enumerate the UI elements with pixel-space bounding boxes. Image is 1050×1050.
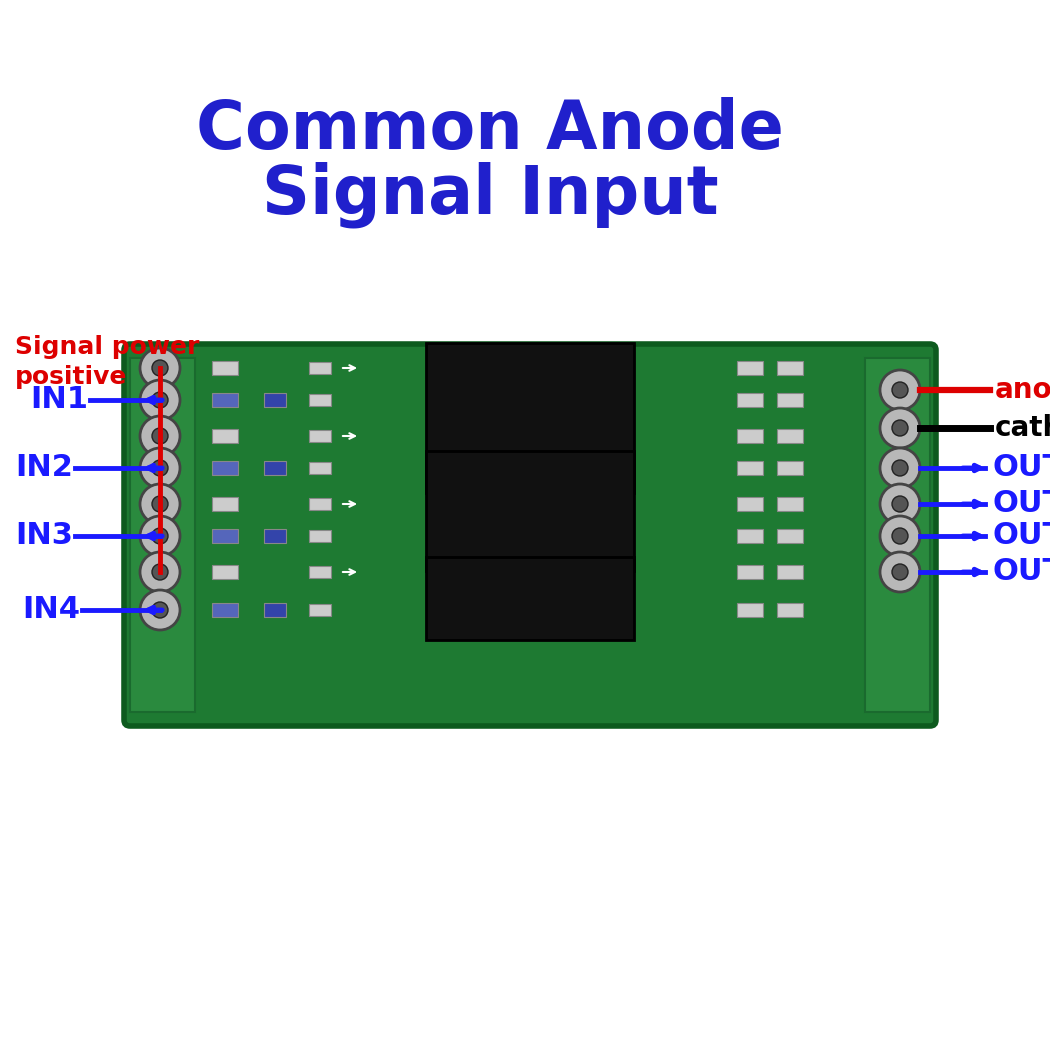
Bar (309, 462, 331, 474)
Circle shape (892, 420, 908, 436)
Bar (865, 358, 930, 712)
Circle shape (892, 564, 908, 580)
Circle shape (140, 590, 180, 630)
Circle shape (140, 484, 180, 524)
Circle shape (152, 564, 168, 580)
Bar (737, 603, 763, 617)
FancyBboxPatch shape (124, 344, 936, 726)
Circle shape (140, 348, 180, 388)
Text: IN2: IN2 (15, 454, 72, 483)
Text: OUT3: OUT3 (992, 522, 1050, 550)
Bar (212, 361, 238, 375)
Circle shape (140, 416, 180, 456)
Circle shape (152, 528, 168, 544)
Bar (777, 429, 803, 443)
Bar (777, 361, 803, 375)
Bar (777, 603, 803, 617)
Text: cathode: cathode (995, 414, 1050, 442)
Bar (777, 529, 803, 543)
Circle shape (892, 528, 908, 544)
Text: Signal Input: Signal Input (261, 162, 718, 228)
Bar (309, 362, 331, 374)
Text: anode: anode (995, 376, 1050, 404)
Bar (212, 461, 238, 475)
Text: Common Anode: Common Anode (196, 97, 784, 163)
Bar (737, 393, 763, 407)
Bar (309, 498, 331, 510)
Bar (777, 565, 803, 579)
Circle shape (152, 360, 168, 376)
Circle shape (140, 516, 180, 556)
Circle shape (892, 382, 908, 398)
Circle shape (892, 460, 908, 476)
Bar (737, 429, 763, 443)
Circle shape (880, 484, 920, 524)
Text: IN1: IN1 (30, 385, 88, 415)
Bar (130, 358, 195, 712)
Bar (212, 429, 238, 443)
Circle shape (152, 602, 168, 618)
Text: IN3: IN3 (15, 522, 72, 550)
Text: OUT4: OUT4 (992, 558, 1050, 587)
Bar (212, 565, 238, 579)
Circle shape (152, 460, 168, 476)
Bar (426, 452, 634, 571)
Bar (309, 530, 331, 542)
Bar (264, 461, 286, 475)
Circle shape (880, 448, 920, 488)
Circle shape (152, 428, 168, 444)
Circle shape (152, 392, 168, 408)
Circle shape (892, 496, 908, 512)
Bar (309, 430, 331, 442)
Circle shape (880, 552, 920, 592)
Bar (737, 529, 763, 543)
Bar (737, 361, 763, 375)
Bar (264, 393, 286, 407)
Bar (264, 603, 286, 617)
Circle shape (140, 380, 180, 420)
Bar (212, 393, 238, 407)
Text: OUT1: OUT1 (992, 454, 1050, 483)
Bar (264, 529, 286, 543)
Bar (309, 394, 331, 406)
Bar (426, 343, 634, 494)
Circle shape (152, 496, 168, 512)
Circle shape (880, 516, 920, 556)
Bar (212, 529, 238, 543)
Text: IN4: IN4 (22, 595, 80, 625)
Bar (426, 556, 634, 640)
Bar (777, 497, 803, 511)
Text: OUT2: OUT2 (992, 489, 1050, 519)
Bar (777, 393, 803, 407)
Bar (777, 461, 803, 475)
Bar (212, 497, 238, 511)
Circle shape (140, 552, 180, 592)
Bar (212, 603, 238, 617)
Circle shape (880, 408, 920, 448)
Bar (309, 566, 331, 578)
Bar (737, 497, 763, 511)
Bar (309, 604, 331, 616)
Text: Signal power
positive: Signal power positive (15, 335, 199, 388)
Bar (737, 461, 763, 475)
Circle shape (140, 448, 180, 488)
Bar (737, 565, 763, 579)
Circle shape (880, 370, 920, 410)
